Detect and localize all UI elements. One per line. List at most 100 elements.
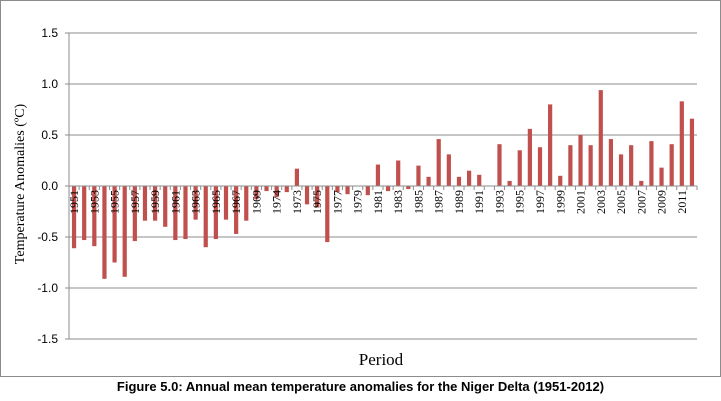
x-tick-label: 1981 (371, 190, 385, 214)
bar-1990 (466, 170, 472, 186)
bar-2001 (578, 135, 583, 186)
x-tick-label: 1979 (351, 190, 365, 214)
bar-2002 (588, 145, 593, 186)
y-tick-label: -1.0 (37, 281, 58, 295)
bar-2008 (649, 141, 654, 186)
x-axis-title: Period (359, 350, 404, 369)
bar-1982 (385, 186, 391, 192)
x-tick-label: 1997 (533, 190, 547, 214)
bar-1977 (335, 186, 340, 193)
bar-1959 (152, 186, 158, 221)
bar-1958 (142, 186, 148, 221)
figure-caption: Figure 5.0: Annual mean temperature anom… (116, 379, 605, 394)
x-tick-label: 1999 (553, 190, 567, 214)
bar-1978 (345, 186, 350, 195)
bar-1968 (244, 186, 249, 221)
bar-2006 (629, 145, 634, 186)
y-tick-label: 0.0 (41, 179, 58, 193)
bar-1993 (497, 144, 502, 186)
bar-1955 (112, 186, 117, 263)
bar-2005 (618, 154, 624, 186)
x-tick-label: 1974 (270, 190, 284, 214)
bar-1994 (507, 180, 512, 186)
bar-1998 (548, 104, 553, 186)
x-tick-label: 2011 (675, 190, 689, 214)
bar-2004 (608, 139, 614, 186)
x-tick-label: 1963 (189, 190, 203, 214)
x-tick-label: 1977 (330, 190, 344, 214)
x-tick-label: 1987 (432, 190, 446, 214)
bar-1972 (284, 186, 289, 193)
bar-1965 (213, 186, 218, 240)
bar-1973 (294, 168, 300, 186)
x-tick-label: 1991 (472, 190, 486, 214)
bar-2010 (669, 144, 674, 186)
bar-chart: -1.5-1.0-0.50.00.51.01.5 1951 1953 1955 195… (13, 26, 698, 369)
chart-frame: -1.5 -1.0 -0.5 0.0 0.5 1.0 1.5 1951 1953 1955 195… (0, 0, 721, 377)
y-tick-label: 1.0 (41, 77, 58, 91)
bar-1952 (82, 186, 87, 241)
bar-1963 (193, 186, 198, 220)
bar-1989 (456, 176, 462, 186)
x-tick-label: 1961 (168, 190, 182, 214)
bar-1987 (436, 139, 441, 186)
bar-1984 (406, 186, 411, 190)
bar-1956 (122, 186, 127, 277)
x-tick-label: 1995 (513, 190, 527, 214)
bar-1962 (183, 186, 188, 240)
bar-2007 (639, 180, 644, 186)
axes (65, 32, 698, 340)
bar-2012 (689, 118, 695, 186)
x-tick-label: 1955 (108, 190, 122, 214)
bar-1954 (102, 186, 107, 279)
bars (71, 90, 695, 279)
x-tick-label: 1989 (452, 190, 466, 214)
bar-1999 (558, 175, 563, 186)
bar-1975 (315, 186, 320, 208)
bar-1971 (274, 186, 279, 198)
y-tick-label: -1.5 (37, 332, 58, 346)
bar-1957 (132, 186, 137, 242)
bar-1967 (234, 186, 239, 234)
x-tick-label: 2005 (614, 190, 628, 214)
x-tick-label: 1965 (209, 190, 223, 214)
bar-1980 (365, 186, 370, 196)
x-tick-labels: 1951 1953 1955 1957 1959 1961 1963 1965 1967 1969… (67, 190, 689, 214)
bar-1995 (517, 150, 522, 186)
bar-2003 (598, 90, 603, 186)
bar-1953 (92, 186, 97, 247)
bar-1951 (71, 186, 77, 249)
x-tick-label: 1957 (128, 190, 142, 214)
x-tick-label: 1959 (148, 190, 162, 214)
bar-1986 (426, 176, 431, 186)
x-tick-label: 2003 (594, 190, 608, 214)
bar-1985 (416, 165, 421, 186)
x-tick-label: 2001 (574, 190, 588, 214)
x-tick-label: 1967 (229, 190, 243, 214)
bar-1988 (446, 154, 451, 186)
x-tick-label: 2009 (655, 190, 669, 214)
y-tick-label: -0.5 (37, 230, 58, 244)
bar-1983 (396, 160, 401, 186)
bar-1996 (527, 128, 532, 186)
x-tick-label: 1973 (290, 190, 304, 214)
y-tick-label: 0.5 (41, 128, 58, 142)
bar-1960 (163, 186, 168, 227)
bar-1964 (203, 186, 208, 248)
x-tick-label: 1951 (67, 190, 81, 214)
y-tick-labels: -1.5 -1.0 -0.5 0.0 0.5 1.0 1.5 (37, 26, 58, 346)
bar-1961 (173, 186, 178, 241)
bar-1966 (223, 186, 229, 220)
x-tick-label: 1985 (411, 190, 425, 214)
x-tick-label: 1975 (310, 190, 324, 214)
bar-1991 (477, 174, 482, 186)
x-tick-label: 1993 (492, 190, 506, 214)
x-tick-label: 2007 (634, 190, 648, 214)
y-axis-title: Temperature Anomalies (ºC) (13, 103, 28, 264)
bar-1974 (304, 186, 310, 205)
x-tick-label: 1969 (249, 190, 263, 214)
bar-1969 (254, 186, 259, 200)
bar-1997 (537, 147, 543, 186)
bar-2000 (568, 145, 573, 186)
bar-1981 (375, 164, 381, 186)
